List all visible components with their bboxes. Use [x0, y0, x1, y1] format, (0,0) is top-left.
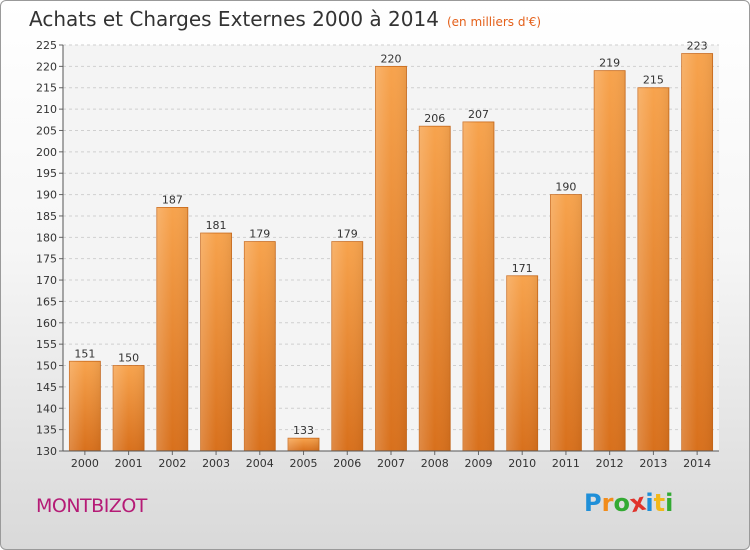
y-tick-label: 140 — [36, 402, 57, 415]
x-tick-label: 2006 — [333, 457, 361, 470]
bar-value-label: 187 — [162, 193, 183, 206]
bar-value-label: 219 — [599, 57, 620, 70]
y-tick-label: 215 — [36, 82, 57, 95]
x-tick-label: 2003 — [202, 457, 230, 470]
y-tick-label: 165 — [36, 295, 57, 308]
x-tick-label: 2008 — [421, 457, 449, 470]
x-tick-label: 2010 — [508, 457, 536, 470]
bar-value-label: 179 — [249, 228, 270, 241]
bar-value-label: 215 — [643, 74, 664, 87]
bar-value-label: 181 — [206, 219, 227, 232]
bar-shine — [375, 66, 407, 452]
proxiti-logo: Proxiti — [584, 488, 674, 519]
x-tick-label: 2000 — [71, 457, 99, 470]
logo-letter: o — [613, 489, 630, 517]
chart-subtitle: (en milliers d'€) — [446, 15, 542, 29]
chart-title-text: Achats et Charges Externes 2000 à 2014 — [29, 7, 439, 31]
bar-value-label: 179 — [337, 228, 358, 241]
bar-shine — [594, 70, 626, 452]
x-tick-label: 2005 — [290, 457, 318, 470]
bar-value-label: 190 — [555, 181, 576, 194]
x-tick-label: 2009 — [464, 457, 492, 470]
bar-value-label: 151 — [74, 347, 95, 360]
y-tick-label: 205 — [36, 124, 57, 137]
bar-shine — [69, 361, 101, 451]
chart-title: Achats et Charges Externes 2000 à 2014 (e… — [29, 7, 541, 31]
x-tick-label: 2007 — [377, 457, 405, 470]
bar-value-label: 223 — [687, 40, 708, 53]
bar-shine — [113, 365, 145, 451]
logo-letter: P — [584, 489, 602, 517]
bar-shine — [156, 207, 188, 451]
bar-shine — [331, 241, 363, 451]
x-tick-label: 2014 — [683, 457, 711, 470]
bar-value-label: 206 — [424, 112, 445, 125]
y-tick-label: 170 — [36, 274, 57, 287]
bar-value-label: 150 — [118, 352, 139, 365]
x-tick-label: 2011 — [552, 457, 580, 470]
y-tick-label: 195 — [36, 167, 57, 180]
logo-letter: t — [653, 489, 666, 517]
x-tick-label: 2013 — [639, 457, 667, 470]
bar-value-label: 207 — [468, 108, 489, 121]
x-tick-label: 2012 — [596, 457, 624, 470]
commune-name: MONTBIZOT — [36, 495, 147, 517]
y-tick-label: 130 — [36, 445, 57, 458]
y-tick-label: 180 — [36, 231, 57, 244]
y-tick-label: 185 — [36, 210, 57, 223]
y-tick-label: 220 — [36, 60, 57, 73]
bar-shine — [462, 121, 494, 451]
x-tick-label: 2002 — [158, 457, 186, 470]
bar-shine — [550, 194, 582, 451]
bar-shine — [681, 53, 713, 452]
bar-shine — [506, 275, 538, 451]
bar-shine — [637, 87, 669, 451]
y-tick-label: 175 — [36, 253, 57, 266]
logo-letter: r — [601, 489, 614, 517]
y-tick-label: 135 — [36, 424, 57, 437]
bar-shine — [419, 126, 451, 451]
y-tick-label: 145 — [36, 381, 57, 394]
bars: 151 150 187 181 179 133 179 220 206 207 171 190 219 2… — [68, 40, 714, 452]
bar-value-label: 220 — [381, 52, 402, 65]
x-tick-label: 2001 — [115, 457, 143, 470]
y-tick-label: 190 — [36, 189, 57, 202]
y-tick-label: 225 — [36, 39, 57, 52]
axes: 1301351401451501551601651701751801851901… — [36, 39, 719, 470]
y-tick-label: 200 — [36, 146, 57, 159]
bar-shine — [244, 241, 276, 451]
bar-shine — [288, 438, 320, 451]
logo-letter: i — [645, 489, 654, 517]
logo-letter: i — [665, 489, 674, 517]
y-tick-label: 150 — [36, 360, 57, 373]
x-tick-label: 2004 — [246, 457, 274, 470]
bar-value-label: 171 — [512, 262, 533, 275]
y-tick-label: 210 — [36, 103, 57, 116]
bar-shine — [200, 233, 232, 451]
y-tick-label: 155 — [36, 338, 57, 351]
bar-value-label: 133 — [293, 424, 314, 437]
y-tick-label: 160 — [36, 317, 57, 330]
